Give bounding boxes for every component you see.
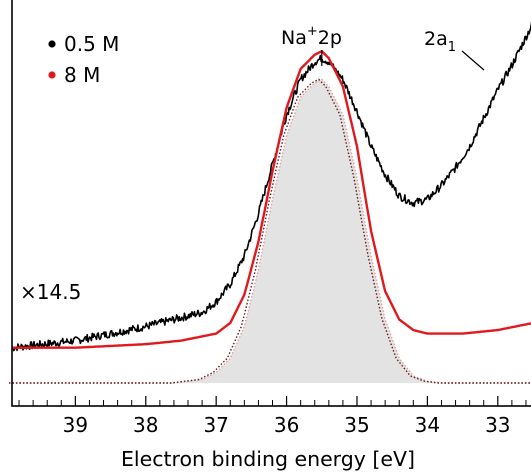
band-annotation: 2a1: [424, 28, 485, 71]
band-label-main: 2a: [424, 28, 448, 50]
x-tick-label: 39: [63, 413, 88, 437]
scale-factor-label: ×14.5: [20, 280, 81, 304]
x-tick-label: 38: [133, 413, 158, 437]
x-tick-label: 37: [203, 413, 228, 437]
legend-marker-8m: [48, 71, 56, 79]
x-tick-label: 36: [274, 413, 299, 437]
x-tick-label: 33: [485, 413, 510, 437]
legend-label-0-5m: 0.5 M: [64, 32, 119, 56]
x-axis-label: Electron binding energy [eV]: [121, 447, 415, 471]
x-tick-label: 34: [415, 413, 440, 437]
x-tick-label: 35: [344, 413, 369, 437]
peak-label-rest: 2p: [318, 27, 342, 49]
peak-label-main: Na: [281, 27, 307, 49]
fit-area-fill: [12, 79, 531, 383]
band-label-sub: 1: [448, 40, 456, 55]
peak-annotation: Na+2p: [281, 24, 342, 66]
x-axis-ticks: [18, 396, 527, 406]
legend-label-8m: 8 M: [64, 63, 100, 87]
peak-label-sup: +: [307, 24, 318, 39]
series-line-0-5-m: [11, 22, 531, 352]
svg-text:Na+2p: Na+2p: [281, 24, 342, 49]
band-leader-line: [461, 50, 485, 71]
legend-marker-0-5m: [48, 40, 56, 48]
svg-text:2a1: 2a1: [424, 28, 456, 55]
x-axis-tick-labels: 39 38 37 36 35 34 33: [63, 413, 511, 437]
plot-area: [9, 22, 531, 384]
series-line-8-m: [12, 50, 531, 349]
legend: 0.5 M 8 M: [48, 32, 119, 87]
